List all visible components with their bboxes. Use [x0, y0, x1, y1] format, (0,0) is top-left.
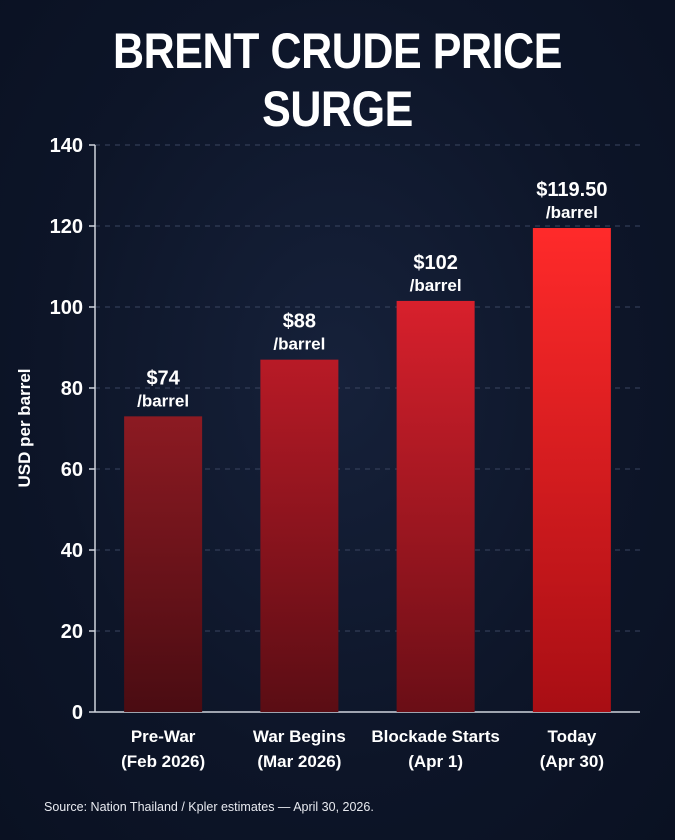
x-tick-sublabel: (Mar 2026) — [257, 752, 341, 771]
bar-unit-label: /barrel — [546, 203, 598, 222]
bar-unit-label: /barrel — [137, 391, 189, 410]
bar-value-label: $88 — [283, 311, 316, 333]
y-tick-label: 40 — [61, 540, 83, 562]
y-tick-label: 20 — [61, 621, 83, 643]
bar-unit-label: /barrel — [410, 276, 462, 295]
bar-value-label: $119.50 — [536, 179, 607, 201]
x-tick-sublabel: (Apr 30) — [540, 752, 604, 771]
bar — [532, 228, 611, 712]
y-tick-label: 60 — [61, 459, 83, 481]
source-note: Source: Nation Thailand / Kpler estimate… — [44, 800, 374, 814]
x-tick-sublabel: (Feb 2026) — [121, 752, 205, 771]
y-tick-label: 100 — [50, 297, 83, 319]
y-tick-label: 0 — [72, 702, 83, 724]
y-tick-label: 120 — [50, 216, 83, 238]
data-labels: $74/barrel $88/barrel $102/barrel $119.50/b… — [137, 179, 607, 410]
x-tick-label: Blockade Starts — [371, 727, 500, 746]
x-tick-label: Pre-War — [131, 727, 196, 746]
x-tick-sublabel: (Apr 1) — [408, 752, 463, 771]
bar-chart: $74/barrel $88/barrel $102/barrel $119.50/b… — [15, 135, 640, 771]
y-axis-label: USD per barrel — [15, 368, 34, 487]
y-tick-label: 140 — [50, 135, 83, 157]
bars — [124, 228, 611, 712]
chart-title: BRENT CRUDE PRICE SURGE — [112, 23, 563, 137]
x-tick-label: Today — [547, 727, 596, 746]
x-tick-label: War Begins — [253, 727, 346, 746]
x-tick-labels: Pre-War (Feb 2026) War Begins (Mar 2026) Blo… — [121, 727, 604, 771]
bar-value-label: $102 — [413, 252, 458, 274]
bar — [396, 300, 475, 712]
bar — [124, 416, 203, 712]
bar-unit-label: /barrel — [273, 335, 325, 354]
bar-value-label: $74 — [146, 367, 180, 389]
bar — [260, 359, 339, 712]
y-tick-labels: 0 20 40 60 80 100 120 140 — [50, 135, 83, 724]
y-tick-label: 80 — [61, 378, 83, 400]
